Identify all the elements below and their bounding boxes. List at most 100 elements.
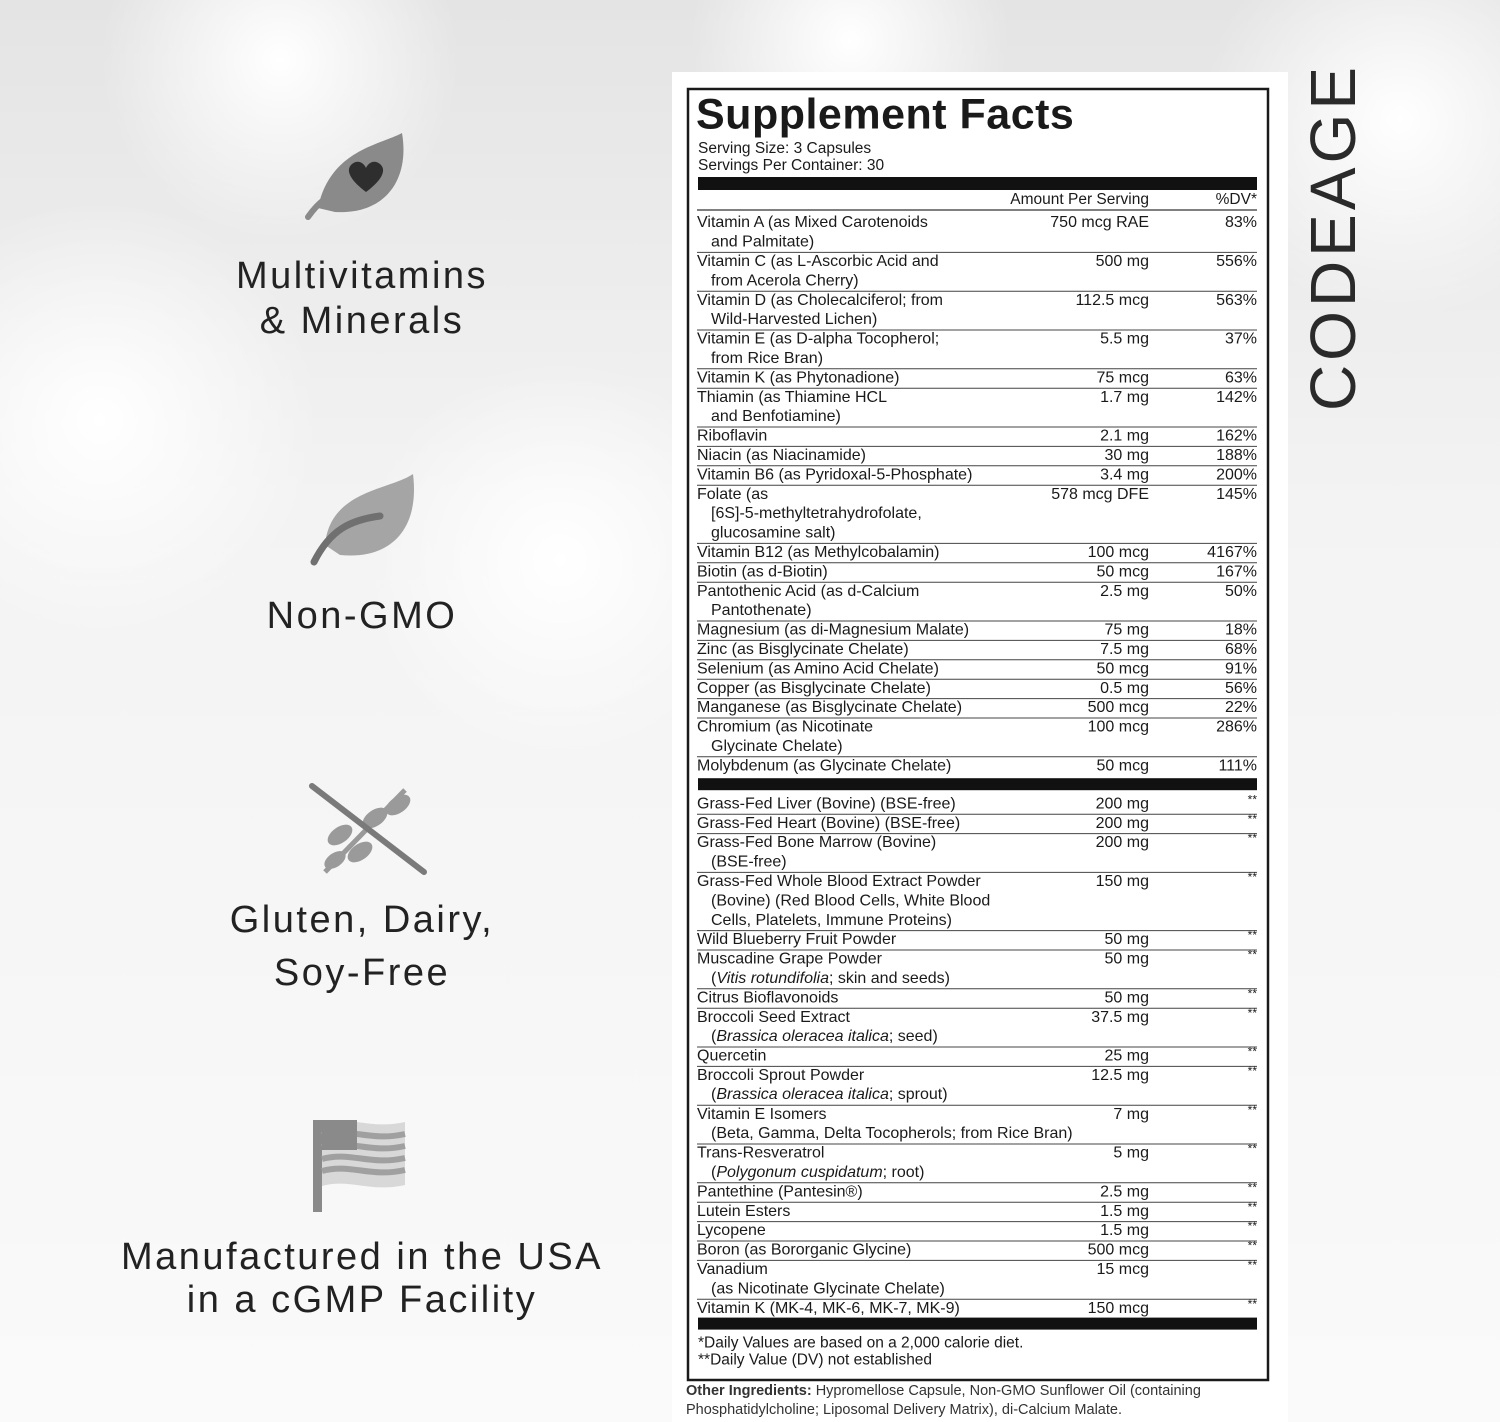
daily-value: ** (1248, 1258, 1258, 1272)
amount: 112.5 mcg (1075, 292, 1149, 309)
nutrient-name: (Bovine) (Red Blood Cells, White Blood (711, 892, 990, 909)
nutrient-name: Vitamin B6 (as Pyridoxal-5-Phosphate) (697, 466, 972, 483)
daily-value: ** (1248, 928, 1258, 942)
amount: 2.1 mg (1100, 428, 1149, 445)
nutrient-name: Wild Blueberry Fruit Powder (697, 931, 897, 948)
nutrient-name: Biotin (as d-Biotin) (697, 563, 828, 580)
nutrient-name: Grass-Fed Bone Marrow (Bovine) (697, 834, 936, 851)
footnote: **Daily Value (DV) not established (698, 1352, 932, 1369)
facts-border (686, 87, 1270, 1382)
name-segment: ; root) (883, 1164, 925, 1181)
brand: CODEAGE (1297, 63, 1369, 411)
amount: 200 mg (1096, 815, 1149, 832)
bokeh (0, 200, 320, 640)
daily-value: 83% (1225, 214, 1257, 231)
other-ingredients-text: Phosphatidylcholine; Liposomal Delivery … (686, 1402, 1122, 1418)
daily-value: ** (1248, 1180, 1258, 1194)
name-segment: Brassica oleracea italica (716, 1086, 889, 1103)
nutrient-name: Vitamin D (as Cholecalciferol; from (697, 292, 943, 309)
feature-label: in a cGMP Facility (187, 1279, 537, 1321)
name-segment: ; skin and seeds) (829, 970, 950, 987)
amount: 200 mg (1096, 834, 1149, 851)
name-segment: ; sprout) (889, 1086, 948, 1103)
daily-value: 556% (1216, 253, 1257, 270)
icon-flag (313, 1120, 406, 1212)
nutrient-name: Cells, Platelets, Immune Proteins) (711, 912, 952, 929)
daily-value: 91% (1225, 660, 1257, 677)
daily-value: ** (1248, 1219, 1258, 1233)
daily-value: 22% (1225, 699, 1257, 716)
feature-label: Non-GMO (267, 595, 458, 637)
amount: 50 mcg (1097, 757, 1149, 774)
nutrient-name: Vitamin C (as L-Ascorbic Acid and (697, 253, 939, 270)
amount: 150 mg (1096, 873, 1149, 890)
daily-value: 4167% (1207, 544, 1257, 561)
nutrient-name: Selenium (as Amino Acid Chelate) (697, 660, 939, 677)
amount: 1.7 mg (1100, 389, 1149, 406)
nutrient-name: Quercetin (697, 1048, 766, 1065)
daily-value: 188% (1216, 447, 1257, 464)
daily-value: 56% (1225, 680, 1257, 697)
name-segment: Polygonum cuspidatum (716, 1164, 882, 1181)
amount: 200 mg (1096, 795, 1149, 812)
nutrient-name: (Vitis rotundifolia; skin and seeds) (711, 970, 950, 987)
amount: 12.5 mg (1091, 1067, 1149, 1084)
feature-label: & Minerals (260, 300, 465, 342)
nutrient-name: Vitamin K (MK-4, MK-6, MK-7, MK-9) (697, 1300, 960, 1317)
nutrient-name: Zinc (as Bisglycinate Chelate) (697, 641, 909, 658)
nutrient-name: Chromium (as Nicotinate (697, 719, 873, 736)
nutrient-name: Grass-Fed Heart (Bovine) (BSE-free) (697, 815, 960, 832)
amount: 50 mg (1105, 931, 1149, 948)
daily-value: ** (1248, 1142, 1258, 1156)
amount: 2.5 mg (1100, 583, 1149, 600)
nutrient-name: Copper (as Bisglycinate Chelate) (697, 680, 931, 697)
amount: 50 mcg (1097, 660, 1149, 677)
icon-leaf-heart (305, 133, 404, 220)
daily-value: 37% (1225, 331, 1257, 348)
amount: 100 mcg (1088, 719, 1149, 736)
daily-value: ** (1248, 831, 1258, 845)
amount: 150 mcg (1088, 1300, 1149, 1317)
nutrient-name: Pantothenic Acid (as d-Calcium (697, 583, 919, 600)
daily-value: ** (1248, 1200, 1258, 1214)
other-ingredients: Other Ingredients: Hypromellose Capsule, … (686, 1383, 1201, 1399)
thick-rule (698, 778, 1257, 791)
daily-value: 142% (1216, 389, 1257, 406)
amount: 37.5 mg (1091, 1009, 1149, 1026)
icon-leaf (310, 474, 415, 566)
feature-label: Soy-Free (274, 952, 450, 994)
name-segment: ; seed) (889, 1028, 938, 1045)
amount: 15 mcg (1097, 1261, 1149, 1278)
nutrient-name: (Polygonum cuspidatum; root) (711, 1164, 924, 1181)
amount: 500 mcg (1088, 1242, 1149, 1259)
daily-value: ** (1248, 792, 1258, 806)
amount: 50 mg (1105, 951, 1149, 968)
amount: 1.5 mg (1100, 1222, 1149, 1239)
daily-value: ** (1248, 948, 1258, 962)
daily-value: ** (1248, 1045, 1258, 1059)
feature-label: Multivitamins (236, 255, 488, 297)
other-ingredients-label: Other Ingredients: (686, 1383, 812, 1399)
daily-value: 563% (1216, 292, 1257, 309)
nutrient-name: Broccoli Seed Extract (697, 1009, 851, 1026)
nutrient-name: (Brassica oleracea italica; seed) (711, 1028, 938, 1045)
feature-label: Manufactured in the USA (121, 1236, 603, 1278)
daily-value: ** (1248, 1103, 1258, 1117)
daily-value: ** (1248, 1297, 1258, 1311)
thick-rule (698, 177, 1257, 190)
nutrient-name: Molybdenum (as Glycinate Chelate) (697, 757, 951, 774)
nutrient-name: from Rice Bran) (711, 350, 823, 367)
nutrient-name: Vitamin A (as Mixed Carotenoids (697, 214, 928, 231)
nutrient-name: Citrus Bioflavonoids (697, 989, 838, 1006)
nutrient-name: (BSE-free) (711, 854, 787, 871)
amount: 5.5 mg (1100, 331, 1149, 348)
nutrient-name: Vanadium (697, 1261, 768, 1278)
nutrient-name: Vitamin E (as D-alpha Tocopherol; (697, 331, 939, 348)
daily-value: ** (1248, 986, 1258, 1000)
amount: 30 mg (1105, 447, 1149, 464)
daily-value: ** (1248, 1006, 1258, 1020)
icon-no-gluten (309, 783, 427, 875)
amount: 75 mg (1105, 622, 1149, 639)
feature-label: Gluten, Dairy, (230, 899, 494, 941)
